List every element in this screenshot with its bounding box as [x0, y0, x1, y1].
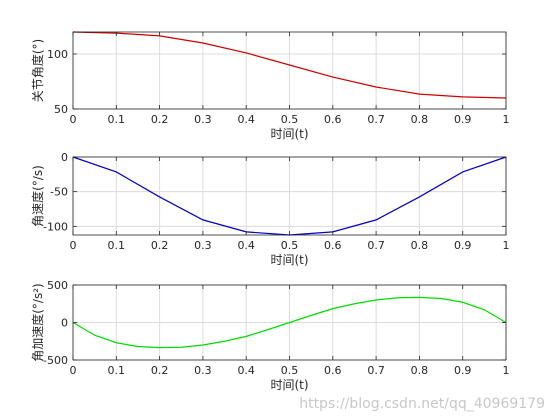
x-tick-label: 0.5	[281, 113, 299, 126]
x-axis-label: 时间(t)	[270, 253, 308, 267]
series-line-1	[72, 31, 507, 99]
x-tick-label: 0	[70, 113, 77, 126]
x-tick-label: 0.9	[454, 364, 472, 377]
x-tick-label: 0.4	[237, 113, 255, 126]
x-tick-label: 0.7	[367, 239, 385, 252]
y-tick-label: 100	[47, 48, 68, 61]
x-tick-label: 0.4	[237, 239, 255, 252]
x-tick-label: 0	[70, 239, 77, 252]
x-tick-label: 0	[70, 364, 77, 377]
x-tick-label: 0.5	[281, 364, 299, 377]
x-tick-label: 0.1	[108, 239, 126, 252]
x-tick-label: 0.6	[324, 113, 342, 126]
x-tick-label: 0.8	[411, 113, 429, 126]
watermark: https://blog.csdn.net/qq_40969179	[299, 396, 545, 412]
subplot-2: 0 0.1 0.2 0.3 0.4 0.5 0.6 0.7 0.8 0.9 1 -100 -50 0 时间(…	[30, 151, 510, 267]
subplots: 0 0.1 0.2 0.3 0.4 0.5 0.6 0.7 0.8 0.9 150100时间(t)关…	[30, 31, 510, 392]
y-axis-label: 关节角度(°)	[30, 39, 45, 102]
y-axis-label: 角加速度(°/s²)	[30, 283, 45, 361]
x-tick-label: 0.7	[367, 364, 385, 377]
x-tick-label: 0.6	[324, 239, 342, 252]
x-tick-label: 0.2	[151, 364, 169, 377]
x-tick-label: 0.1	[108, 113, 126, 126]
y-tick-label: 500	[47, 279, 68, 292]
x-tick-label: 0.3	[194, 113, 212, 126]
y-tick-label: -100	[43, 220, 68, 233]
x-tick-label: 0.9	[454, 113, 472, 126]
x-tick-label: 0.8	[411, 239, 429, 252]
x-tick-label: 0.5	[281, 239, 299, 252]
x-tick-label: 0.9	[454, 239, 472, 252]
subplot-1: 0 0.1 0.2 0.3 0.4 0.5 0.6 0.7 0.8 0.9 1 50 100 时间(t) 关…	[30, 31, 510, 141]
x-tick-label: 0.7	[367, 113, 385, 126]
x-tick-label: 0.1	[108, 364, 126, 377]
y-tick-label: 50	[54, 103, 68, 116]
y-tick-label: 0	[61, 317, 68, 330]
x-axis-label: 时间(t)	[270, 127, 308, 141]
y-tick-label: -500	[43, 354, 68, 367]
x-axis-label: 时间(t)	[270, 378, 308, 392]
x-tick-label: 1	[503, 239, 510, 252]
x-tick-label: 0.3	[194, 239, 212, 252]
x-tick-label: 0.2	[151, 113, 169, 126]
x-tick-label: 1	[503, 364, 510, 377]
subplot-3: 0 0.1 0.2 0.3 0.4 0.5 0.6 0.7 0.8 0.9 1-5000500时间(…	[30, 279, 510, 392]
x-tick-label: 0.8	[411, 364, 429, 377]
x-tick-label: 0.4	[237, 364, 255, 377]
x-tick-label: 0.2	[151, 239, 169, 252]
series-line-1	[72, 296, 507, 349]
x-tick-label: 1	[503, 113, 510, 126]
x-tick-label: 0.6	[324, 364, 342, 377]
y-tick-label: -50	[50, 186, 68, 199]
y-axis-label: 角速度(°/s)	[30, 165, 45, 227]
y-tick-label: 0	[61, 151, 68, 164]
x-tick-label: 0.3	[194, 364, 212, 377]
